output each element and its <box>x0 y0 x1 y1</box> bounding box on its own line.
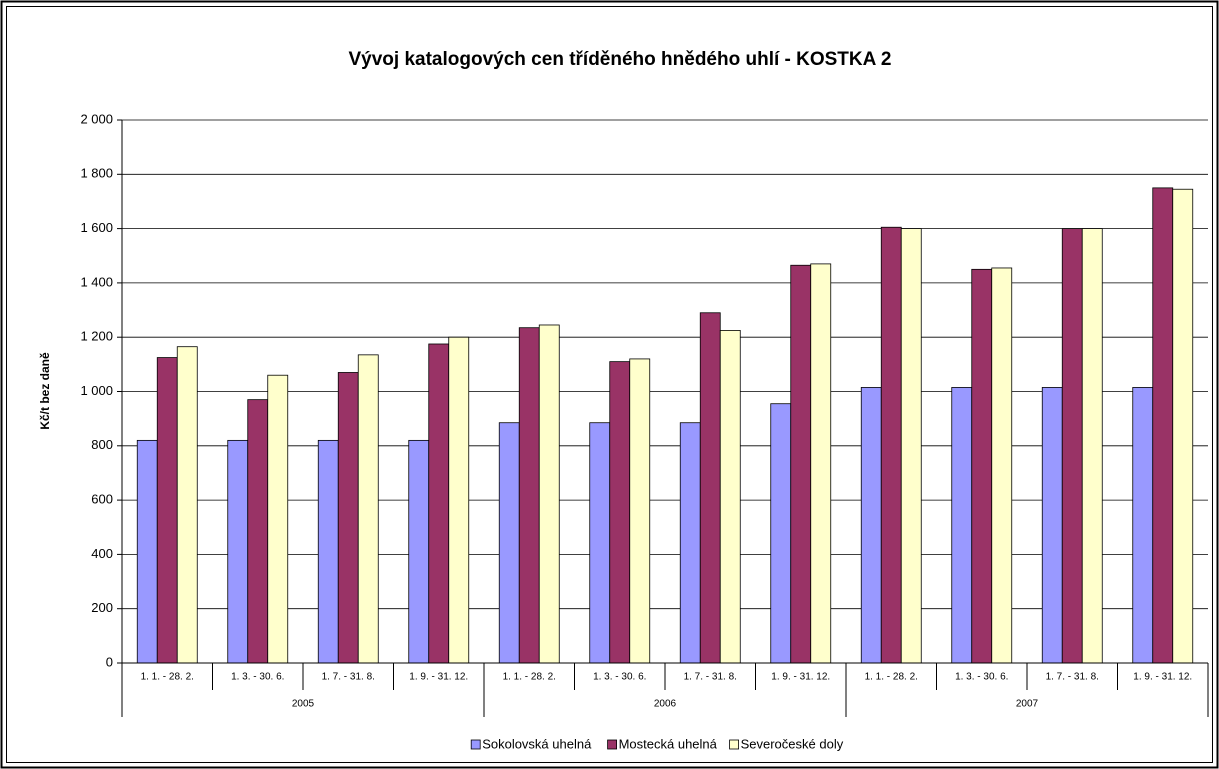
y-axis-label: Kč/t bez daně <box>38 352 52 430</box>
bar <box>247 399 269 664</box>
y-tick-label: 600 <box>91 492 113 507</box>
bar <box>1132 387 1154 664</box>
x-tick-label: 1. 9. - 31. 12. <box>771 672 830 683</box>
bar <box>609 361 631 664</box>
bar <box>629 358 651 664</box>
bar <box>1152 187 1174 664</box>
inner-border <box>6 6 1213 763</box>
bar <box>679 422 701 664</box>
bar <box>538 324 560 664</box>
bar <box>227 439 249 664</box>
legend-label: Sokolovská uhelná <box>482 736 592 751</box>
y-tick-label: 1 200 <box>80 329 113 344</box>
x-tick-label: 1. 3. - 30. 6. <box>231 672 284 683</box>
bar <box>1061 228 1083 664</box>
bar <box>880 226 902 664</box>
bar <box>337 372 359 664</box>
y-tick-label: 2 000 <box>80 111 113 126</box>
group-label: 2007 <box>1016 699 1039 710</box>
legend-swatch <box>729 739 739 750</box>
bar <box>448 336 470 664</box>
bar <box>317 439 339 664</box>
bar <box>699 312 721 664</box>
y-tick-label: 0 <box>106 654 113 669</box>
x-tick-label: 1. 7. - 31. 8. <box>1046 672 1099 683</box>
y-tick-label: 1 600 <box>80 220 113 235</box>
bar <box>860 387 882 664</box>
legend-swatch <box>607 739 617 750</box>
bar <box>790 264 812 664</box>
y-tick-label: 1 000 <box>80 383 113 398</box>
bar <box>267 374 289 664</box>
y-tick-label: 800 <box>91 437 113 452</box>
bar <box>1172 188 1194 664</box>
bar <box>1041 387 1063 664</box>
y-tick-label: 400 <box>91 546 113 561</box>
bar <box>176 346 198 664</box>
legend-swatch <box>470 739 481 750</box>
y-tick-label: 200 <box>91 600 113 615</box>
x-tick-label: 1. 1. - 28. 2. <box>865 672 918 683</box>
bar <box>719 330 741 664</box>
bar <box>1081 228 1103 664</box>
bar <box>991 267 1013 664</box>
bar <box>951 387 973 664</box>
legend-label: Mostecká uhelná <box>619 736 718 751</box>
bar <box>589 422 611 664</box>
bar <box>498 422 520 664</box>
group-label: 2006 <box>654 699 677 710</box>
bar <box>518 327 540 664</box>
legend-label: Severočeské doly <box>741 736 844 751</box>
x-tick-label: 1. 1. - 28. 2. <box>503 672 556 683</box>
bar <box>357 354 379 664</box>
x-tick-label: 1. 7. - 31. 8. <box>684 672 737 683</box>
bar <box>428 343 450 664</box>
group-label: 2005 <box>292 699 315 710</box>
x-tick-label: 1. 9. - 31. 12. <box>409 672 468 683</box>
bar <box>156 357 178 664</box>
y-tick-label: 1 400 <box>80 274 113 289</box>
bar <box>408 439 430 664</box>
chart-title: Vývoj katalogových cen tříděného hnědého… <box>349 49 892 70</box>
x-tick-label: 1. 1. - 28. 2. <box>141 672 194 683</box>
x-tick-label: 1. 7. - 31. 8. <box>322 672 375 683</box>
x-tick-label: 1. 9. - 31. 12. <box>1133 672 1192 683</box>
bar <box>136 439 158 664</box>
x-tick-label: 1. 3. - 30. 6. <box>955 672 1008 683</box>
bar <box>770 403 792 664</box>
bar <box>971 268 993 664</box>
bar <box>900 228 922 664</box>
x-tick-label: 1. 3. - 30. 6. <box>593 672 646 683</box>
bar <box>810 263 832 664</box>
y-tick-label: 1 800 <box>80 166 113 181</box>
